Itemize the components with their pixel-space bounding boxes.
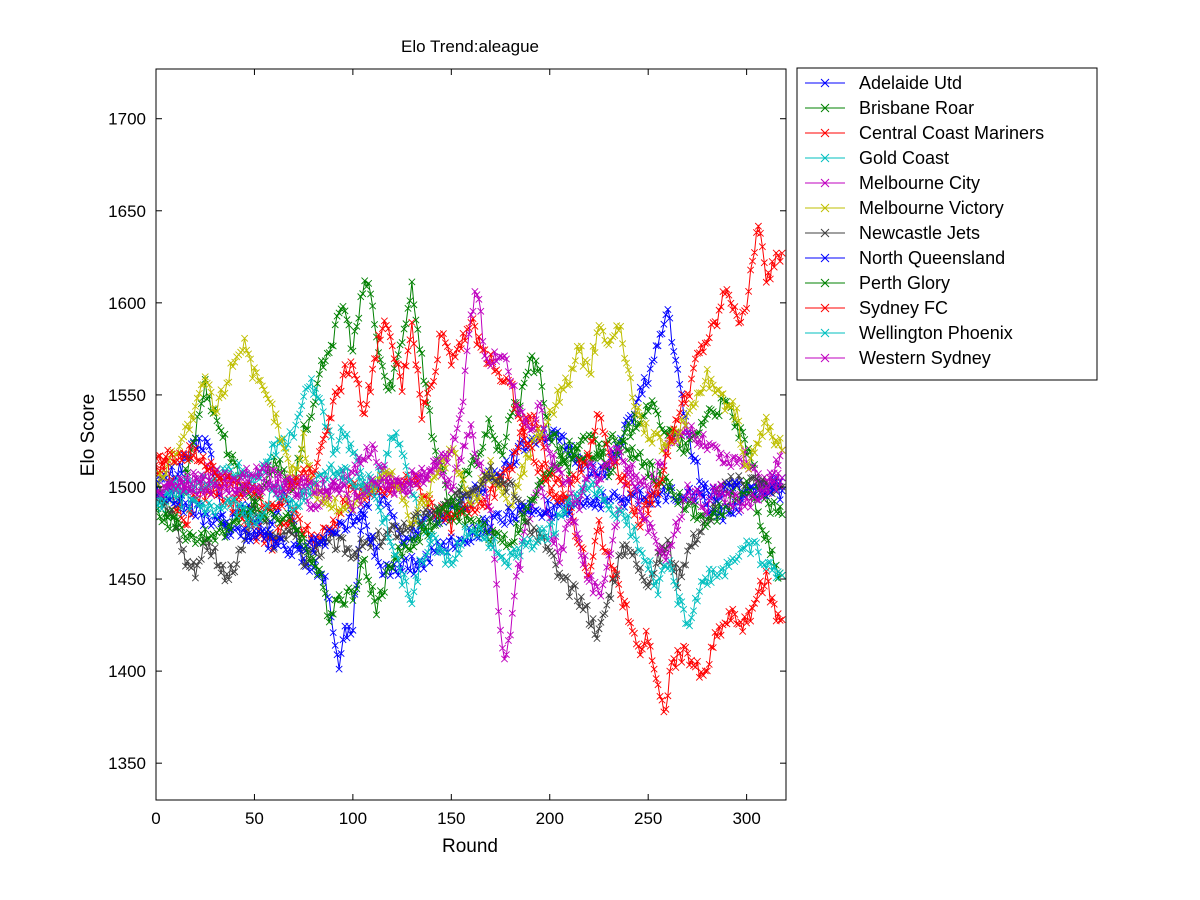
legend-swatch-marker [820,203,830,213]
x-tick-label: 300 [732,809,760,828]
y-tick-label: 1500 [108,478,146,497]
x-tick-label: 0 [151,809,160,828]
legend-swatch-marker [820,278,830,288]
legend-label: Adelaide Utd [859,73,962,93]
legend-item: Gold Coast [805,148,949,168]
legend-swatch-marker [820,253,830,263]
legend-swatch-marker [820,353,830,363]
legend-label: Perth Glory [859,273,950,293]
series-markers [156,430,786,626]
y-axis: 1350 1400 1450 1500 1550 1600 1650 1700 [108,110,786,773]
legend-swatch-marker [820,78,830,88]
legend-label: Central Coast Mariners [859,123,1044,143]
y-tick-label: 1700 [108,110,146,129]
legend-label: Melbourne Victory [859,198,1004,218]
y-axis-label: Elo Score [78,394,99,476]
legend-label: Wellington Phoenix [859,323,1013,343]
legend-swatch-marker [820,103,830,113]
legend-item: Central Coast Mariners [805,123,1044,143]
x-axis: 0 50 100 150 200 250 300 [151,69,761,828]
legend-item: Perth Glory [805,273,950,293]
legend-label: Brisbane Roar [859,98,974,118]
legend-label: North Queensland [859,248,1005,268]
legend-label: Melbourne City [859,173,980,193]
y-tick-label: 1450 [108,570,146,589]
x-tick-label: 100 [339,809,367,828]
legend-label: Gold Coast [859,148,949,168]
legend-label: Western Sydney [859,348,991,368]
series-wellington-phoenix [156,461,786,630]
series-western-sydney [156,287,786,564]
y-tick-label: 1350 [108,754,146,773]
legend-item: Melbourne Victory [805,198,1004,218]
legend-item: Newcastle Jets [805,223,980,243]
series-markers [156,462,786,643]
legend-swatch-marker [820,303,830,313]
legend-item: Sydney FC [805,298,948,318]
legend-swatch-marker [820,328,830,338]
legend-item: Melbourne City [805,173,980,193]
legend-swatch-marker [820,178,830,188]
x-tick-label: 50 [245,809,264,828]
x-axis-label: Round [442,836,498,857]
legend-label: Sydney FC [859,298,948,318]
x-tick-label: 200 [536,809,564,828]
series-layer [156,222,786,716]
legend-swatch-marker [820,153,830,163]
x-tick-label: 150 [437,809,465,828]
legend-item: Brisbane Roar [805,98,974,118]
legend-label: Newcastle Jets [859,223,980,243]
legend: Adelaide Utd Brisbane Roar Central Coast M… [796,67,1098,381]
legend-swatch-marker [820,228,830,238]
legend-swatch-marker [820,128,830,138]
chart-title: Elo Trend:aleague [401,37,539,56]
series-melbourne-city [156,420,786,663]
y-tick-label: 1550 [108,386,146,405]
legend-item: North Queensland [805,248,1005,268]
legend-item: Western Sydney [805,348,991,368]
y-tick-label: 1400 [108,662,146,681]
x-tick-label: 250 [634,809,662,828]
series-markers [156,287,786,564]
y-tick-label: 1650 [108,202,146,221]
plot-area-frame [155,68,787,801]
legend-box [796,67,1098,381]
legend-item: Wellington Phoenix [805,323,1013,343]
legend-item: Adelaide Utd [805,73,962,93]
y-tick-label: 1600 [108,294,146,313]
